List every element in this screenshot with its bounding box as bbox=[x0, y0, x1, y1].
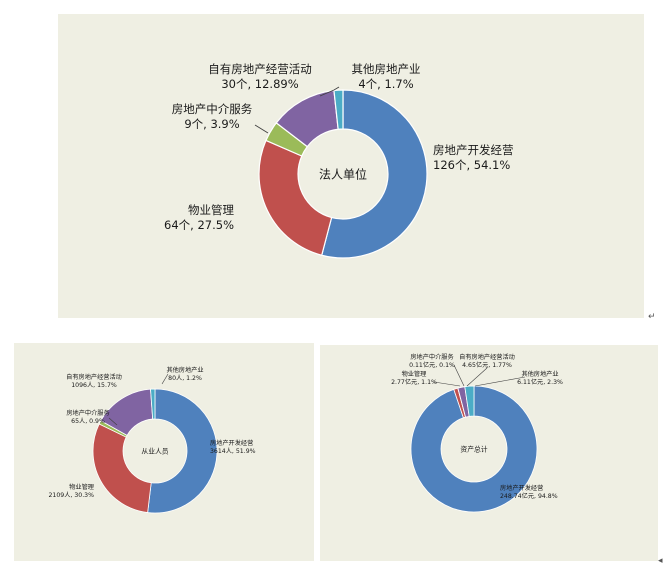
center-label: 法人单位 bbox=[319, 167, 367, 182]
data-label-value-development: 126个, 54.1% bbox=[433, 158, 510, 172]
data-label-value-other: 4个, 1.7% bbox=[358, 77, 413, 91]
data-label-name-self-owned-operation: 自有房地产经营活动 bbox=[459, 353, 515, 361]
data-label-name-agency-services: 房地产中介服务 bbox=[172, 102, 253, 116]
center-label: 从业人员 bbox=[141, 447, 168, 456]
data-label-value-other: 80人, 1.2% bbox=[168, 375, 202, 382]
slice-other bbox=[150, 388, 156, 420]
data-label-name-self-owned-operation: 自有房地产经营活动 bbox=[66, 373, 122, 381]
leader-line-other bbox=[474, 376, 526, 387]
data-label-value-agency-services: 65人, 0.9% bbox=[71, 418, 105, 425]
chart-panel-total-assets: 资产总计房地产开发经营 248.74亿元, 94.8% 物业管理 2.77亿元, 1.… bbox=[320, 345, 658, 561]
data-label-value-property-management: 2109人, 30.3% bbox=[48, 492, 94, 499]
leader-line-agency-services bbox=[108, 417, 118, 426]
data-label-name-development: 房地产开发经营 bbox=[433, 143, 514, 157]
data-label-name-development: 房地产开发经营 bbox=[210, 439, 253, 447]
data-label-value-development: 248.74亿元, 94.8% bbox=[500, 492, 558, 500]
data-label-name-other: 其他房地产业 bbox=[521, 370, 558, 378]
leader-line-agency-services bbox=[453, 364, 465, 387]
data-label-value-agency-services: 0.11亿元, 0.1% bbox=[409, 361, 455, 369]
data-label-name-other: 其他房地产业 bbox=[166, 366, 203, 374]
data-label-value-self-owned-operation: 30个, 12.89% bbox=[221, 77, 298, 91]
data-label-name-development: 房地产开发经营 bbox=[500, 484, 543, 492]
corner-mark: ◂ bbox=[658, 556, 663, 566]
data-label-name-property-management: 物业管理 bbox=[402, 370, 427, 378]
slice-development bbox=[147, 388, 218, 514]
data-label-value-self-owned-operation: 1096人, 15.7% bbox=[71, 382, 117, 389]
data-label-value-other: 6.11亿元, 2.3% bbox=[517, 378, 563, 386]
data-label-name-agency-services: 房地产中介服务 bbox=[410, 353, 453, 361]
leader-line-property-management bbox=[433, 381, 461, 387]
data-label-value-property-management: 64个, 27.5% bbox=[164, 218, 234, 232]
data-label-name-agency-services: 房地产中介服务 bbox=[66, 409, 109, 417]
data-label-name-self-owned-operation: 自有房地产经营活动 bbox=[208, 62, 312, 76]
leader-line-self-owned-operation bbox=[466, 367, 488, 387]
slice-property-management bbox=[258, 139, 333, 256]
slice-other bbox=[333, 89, 344, 130]
data-label-value-self-owned-operation: 4.65亿元, 1.77% bbox=[462, 361, 512, 369]
leader-line-other bbox=[161, 373, 169, 385]
chart-panel-employees: 从业人员 房地产开发经营 3614人, 51.9% 物业管理 2109人, 30.3% 房… bbox=[14, 343, 314, 561]
slice-development bbox=[320, 89, 428, 259]
leader-line-other bbox=[319, 86, 340, 97]
slice-property-management bbox=[92, 423, 152, 514]
data-label-value-development: 3614人, 51.9% bbox=[210, 448, 256, 455]
center-label: 资产总计 bbox=[460, 445, 487, 454]
chart-panel-legal-entities: 法人单位 房地产开发经营 126个, 54.1% 物业管理 64个, 27.5% 房地产中… bbox=[58, 14, 644, 318]
data-label-value-property-management: 2.77亿元, 1.1% bbox=[391, 378, 437, 386]
slice-other bbox=[464, 385, 475, 417]
data-label-name-property-management: 物业管理 bbox=[188, 203, 234, 217]
slice-development bbox=[410, 385, 538, 513]
data-label-name-other: 其他房地产业 bbox=[352, 62, 421, 76]
data-label-value-agency-services: 9个, 3.9% bbox=[184, 117, 239, 131]
leader-line-agency-services bbox=[254, 124, 269, 134]
paragraph-return-mark: ↵ bbox=[648, 312, 656, 322]
data-label-name-property-management: 物业管理 bbox=[69, 483, 94, 491]
